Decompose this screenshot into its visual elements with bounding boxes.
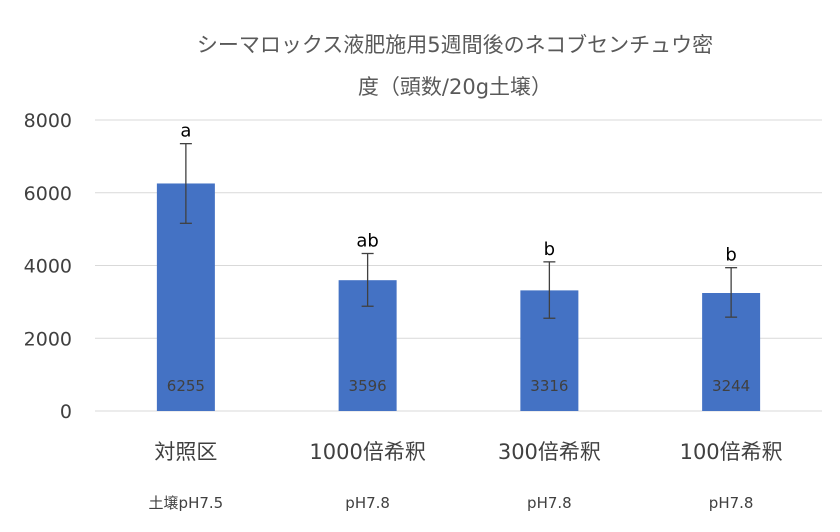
significance-letter: b bbox=[544, 239, 555, 260]
y-tick-label: 4000 bbox=[24, 256, 72, 278]
y-tick-label: 2000 bbox=[24, 328, 72, 350]
data-label: 3596 bbox=[349, 377, 387, 395]
category-sublabel: pH7.8 bbox=[709, 494, 754, 512]
error-bars bbox=[179, 142, 738, 319]
significance-letter: a bbox=[180, 121, 191, 142]
data-label: 3244 bbox=[712, 377, 750, 395]
chart-title-line-2: 度（頭数/20g土壌） bbox=[358, 75, 552, 99]
category-sublabel: pH7.8 bbox=[345, 494, 390, 512]
data-label: 6255 bbox=[167, 377, 205, 395]
category-sublabel: pH7.8 bbox=[527, 494, 572, 512]
chart-title-line-1: シーマロックス液肥施用5週間後のネコブセンチュウ密 bbox=[197, 33, 713, 57]
y-tick-label: 0 bbox=[60, 401, 72, 423]
category-label: 1000倍希釈 bbox=[309, 440, 425, 464]
significance-letter: b bbox=[725, 245, 736, 266]
y-axis-ticks: 0 2000 4000 6000 8000 bbox=[24, 110, 72, 423]
bars bbox=[156, 183, 761, 411]
y-tick-label: 6000 bbox=[24, 183, 72, 205]
category-label: 100倍希釈 bbox=[680, 440, 783, 464]
data-label: 3316 bbox=[530, 377, 568, 395]
y-tick-label: 8000 bbox=[24, 110, 72, 132]
gridlines bbox=[95, 119, 822, 412]
category-label: 300倍希釈 bbox=[498, 440, 601, 464]
category-sublabel: 土壌pH7.5 bbox=[149, 494, 224, 512]
significance-letter: ab bbox=[356, 230, 378, 251]
category-label: 対照区 bbox=[154, 440, 217, 464]
